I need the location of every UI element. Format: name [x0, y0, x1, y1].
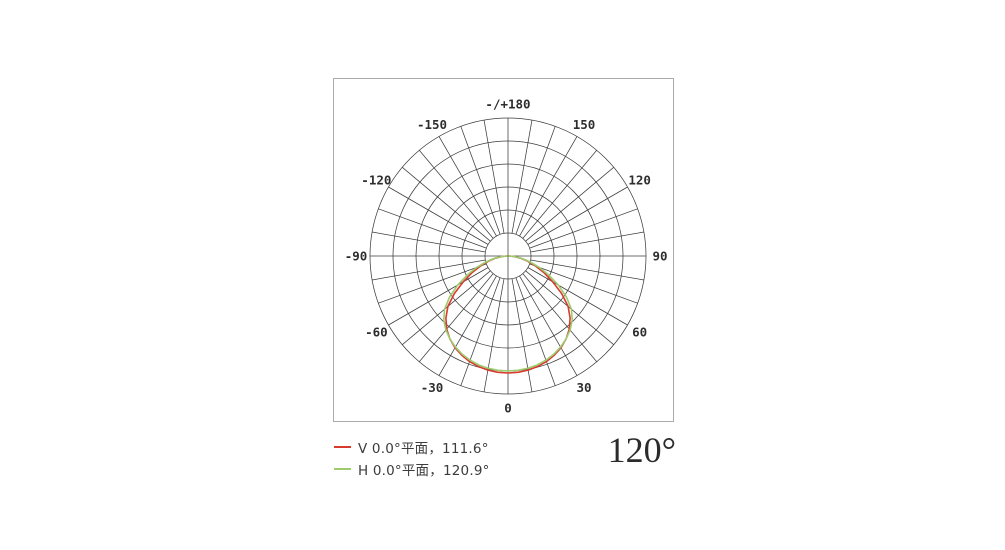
polar-spoke [388, 186, 489, 245]
angle-label: -90 [345, 249, 368, 264]
polar-spoke [460, 126, 501, 235]
angle-label: 60 [632, 325, 647, 340]
polar-spoke [372, 259, 486, 281]
intensity-curve-v-plane [445, 255, 571, 374]
polar-chart: 0 30 60 90 120 150 -/+180 -150 -120 -90 -60 -30 [333, 78, 674, 422]
angle-label: 30 [576, 380, 591, 395]
polar-spoke [519, 275, 578, 376]
polar-spoke [527, 267, 628, 326]
angle-label: 120 [628, 173, 651, 188]
polar-spoke [515, 126, 556, 235]
angle-label: -/+180 [485, 97, 530, 112]
legend-item-v-plane: V 0.0°平面，111.6° [334, 436, 490, 458]
angle-label: -120 [361, 173, 391, 188]
polar-spoke [402, 270, 491, 345]
polar-spoke [525, 270, 614, 345]
angle-label: 90 [652, 249, 667, 264]
legend: V 0.0°平面，111.6° H 0.0°平面，120.9° [334, 436, 490, 480]
polar-spoke [483, 120, 505, 234]
legend-line-h-icon [334, 468, 351, 470]
legend-label-v-plane: V 0.0°平面，111.6° [358, 441, 489, 457]
polar-spoke [438, 275, 497, 376]
angle-label: -60 [365, 325, 388, 340]
polar-spoke [378, 263, 487, 304]
polar-spoke [530, 259, 644, 281]
polar-spoke [388, 267, 489, 326]
polar-spoke [378, 208, 487, 249]
polar-spoke [438, 136, 497, 237]
intensity-curve-h-plane [443, 255, 573, 372]
angle-label: -150 [417, 117, 447, 132]
polar-spoke [511, 278, 533, 392]
polar-spoke [529, 208, 638, 249]
legend-line-v-icon [334, 446, 351, 448]
polar-spoke [519, 136, 578, 237]
angle-label: 0 [504, 401, 512, 416]
polar-spoke [483, 278, 505, 392]
polar-spoke [372, 231, 486, 253]
polar-chart-svg: 0 30 60 90 120 150 -/+180 -150 -120 -90 -60 -30 [345, 97, 668, 416]
legend-label-h-plane: H 0.0°平面，120.9° [358, 463, 490, 479]
polar-spoke [402, 167, 491, 242]
polar-spoke [527, 186, 628, 245]
legend-item-h-plane: H 0.0°平面，120.9° [334, 458, 490, 480]
polar-spoke [530, 231, 644, 253]
polar-spoke [515, 277, 556, 386]
angle-label: 150 [573, 117, 596, 132]
polar-spoke [522, 273, 597, 362]
polar-spoke [419, 150, 494, 239]
beam-angle-value: 120° [607, 430, 676, 470]
polar-spoke [525, 167, 614, 242]
polar-spoke [522, 150, 597, 239]
polar-spoke [511, 120, 533, 234]
polar-spoke [419, 273, 494, 362]
polar-spoke [460, 277, 501, 386]
polar-spoke [529, 263, 638, 304]
angle-label: -30 [421, 380, 444, 395]
